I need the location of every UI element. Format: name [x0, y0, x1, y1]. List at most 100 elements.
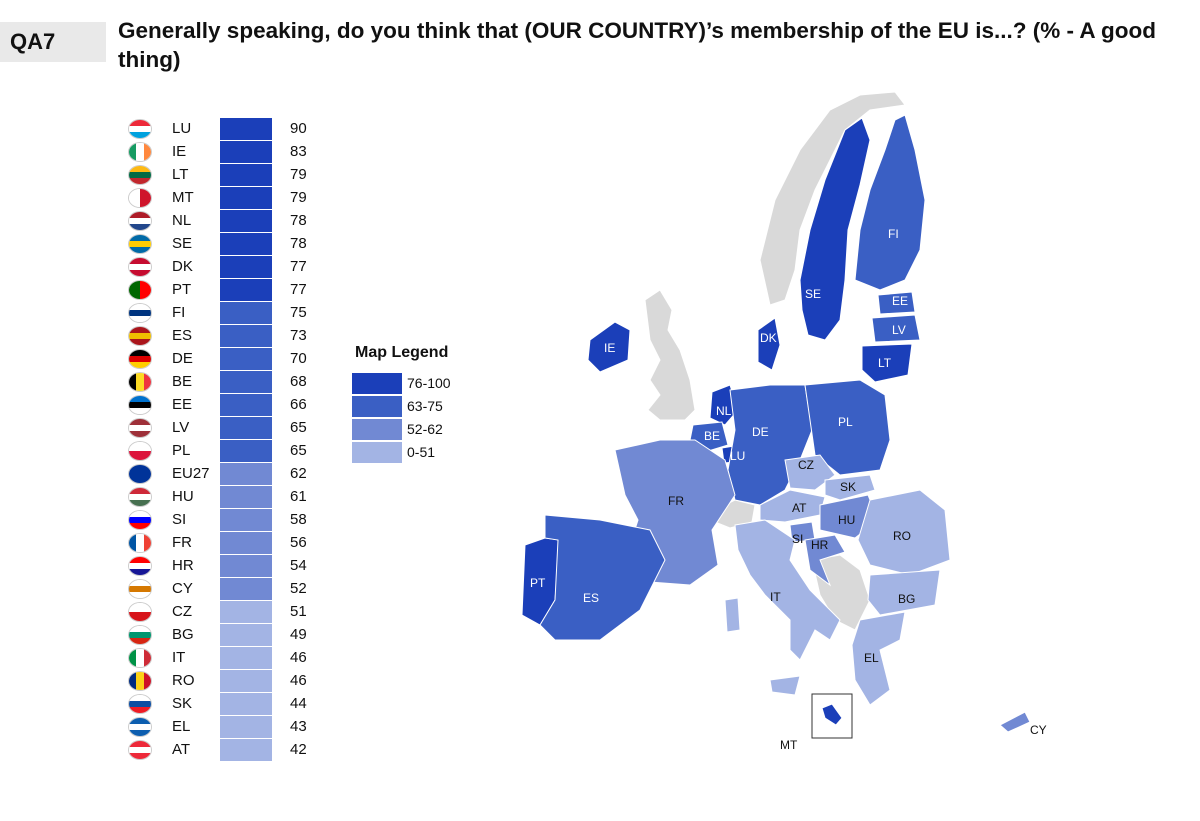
- flag-icon: [128, 717, 152, 737]
- country-code: PL: [172, 442, 191, 459]
- ranking-row: HR 54: [128, 555, 328, 578]
- country-code: BE: [172, 373, 193, 390]
- value-label: 62: [290, 465, 307, 482]
- value-label: 56: [290, 534, 307, 551]
- question-code: QA7: [0, 22, 106, 62]
- map-label-dk: DK: [760, 331, 777, 345]
- sardinia-shape: [724, 597, 741, 633]
- map-label-ie: IE: [604, 341, 615, 355]
- country-code: FI: [172, 304, 186, 321]
- map-label-si: SI: [792, 532, 803, 546]
- country-code: IT: [172, 649, 186, 666]
- value-bar: [220, 555, 272, 577]
- value-bar: [220, 348, 272, 370]
- value-bar: [220, 739, 272, 761]
- flag-icon: [128, 349, 152, 369]
- value-bar: [220, 164, 272, 186]
- value-label: 42: [290, 741, 307, 758]
- map-label-fr: FR: [668, 494, 684, 508]
- value-label: 65: [290, 442, 307, 459]
- flag-icon: [128, 418, 152, 438]
- legend-label: 52-62: [407, 421, 443, 437]
- map-label-at: AT: [792, 501, 807, 515]
- legend-label: 76-100: [407, 375, 451, 391]
- flag-icon: [128, 602, 152, 622]
- country-code: EL: [172, 718, 191, 735]
- flag-icon: [128, 464, 152, 484]
- flag-icon: [128, 487, 152, 507]
- estonia-shape: [877, 291, 916, 315]
- chart-title: Generally speaking, do you think that (O…: [118, 18, 1157, 72]
- value-label: 44: [290, 695, 307, 712]
- norway-shape: [759, 91, 906, 306]
- flag-icon: [128, 234, 152, 254]
- legend-swatch: [352, 442, 402, 463]
- flag-icon: [128, 188, 152, 208]
- map-label-cy: CY: [1030, 723, 1047, 737]
- value-bar: [220, 141, 272, 163]
- value-label: 78: [290, 212, 307, 229]
- value-label: 77: [290, 258, 307, 275]
- france-shape: [614, 439, 736, 586]
- value-bar: [220, 233, 272, 255]
- value-label: 75: [290, 304, 307, 321]
- legend-label: 63-75: [407, 398, 443, 414]
- value-bar: [220, 578, 272, 600]
- ranking-row: RO 46: [128, 670, 328, 693]
- value-bar: [220, 486, 272, 508]
- hungary-shape: [819, 494, 879, 539]
- value-label: 61: [290, 488, 307, 505]
- bulgaria-shape: [867, 569, 941, 616]
- map-label-lu: LU: [730, 449, 745, 463]
- ranking-row: FI 75: [128, 302, 328, 325]
- italy-shape: [734, 519, 841, 661]
- country-code: LT: [172, 166, 189, 183]
- country-code: AT: [172, 741, 191, 758]
- ranking-row: LU 90: [128, 118, 328, 141]
- value-label: 77: [290, 281, 307, 298]
- flag-icon: [128, 694, 152, 714]
- malta-shape: [821, 703, 843, 726]
- country-code: HR: [172, 557, 194, 574]
- country-code: SK: [172, 695, 193, 712]
- country-code: BG: [172, 626, 194, 643]
- value-label: 78: [290, 235, 307, 252]
- cyprus-shape: [999, 711, 1031, 733]
- country-code: SI: [172, 511, 187, 528]
- ranking-row: DK 77: [128, 256, 328, 279]
- map-label-mt: MT: [780, 738, 798, 752]
- value-bar: [220, 325, 272, 347]
- flag-icon: [128, 142, 152, 162]
- value-label: 46: [290, 649, 307, 666]
- legend-swatch: [352, 419, 402, 440]
- flag-icon: [128, 211, 152, 231]
- flag-icon: [128, 625, 152, 645]
- value-bar: [220, 417, 272, 439]
- ranking-row: EL 43: [128, 716, 328, 739]
- value-label: 65: [290, 419, 307, 436]
- value-label: 83: [290, 143, 307, 160]
- flag-icon: [128, 326, 152, 346]
- value-label: 70: [290, 350, 307, 367]
- flag-icon: [128, 740, 152, 760]
- non-eu-countries: [644, 91, 906, 631]
- switzerland-shape: [714, 499, 756, 529]
- map-label-hu: HU: [838, 513, 855, 527]
- lithuania-shape: [861, 343, 913, 383]
- map-label-el: EL: [864, 651, 879, 665]
- country-code: DE: [172, 350, 193, 367]
- value-bar: [220, 716, 272, 738]
- country-code: LV: [172, 419, 190, 436]
- flag-icon: [128, 671, 152, 691]
- value-bar: [220, 670, 272, 692]
- ranking-row: PL 65: [128, 440, 328, 463]
- map-label-it: IT: [770, 590, 781, 604]
- ranking-row: CZ 51: [128, 601, 328, 624]
- legend-item: 76-100: [352, 373, 502, 395]
- value-label: 79: [290, 166, 307, 183]
- ranking-row: NL 78: [128, 210, 328, 233]
- ranking-row: BE 68: [128, 371, 328, 394]
- flag-icon: [128, 280, 152, 300]
- denmark-shape: [757, 317, 781, 371]
- flag-icon: [128, 257, 152, 277]
